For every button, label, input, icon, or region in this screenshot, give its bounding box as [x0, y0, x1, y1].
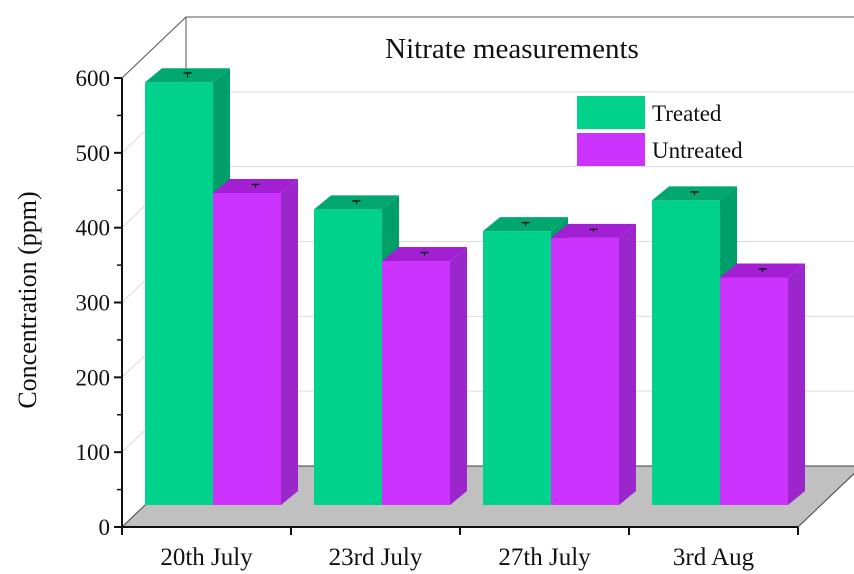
x-tick-label: 23rd July [329, 544, 423, 571]
legend-swatch-untreated [577, 133, 645, 166]
bar-side-untreated [450, 247, 467, 505]
y-tick-label: 600 [76, 66, 111, 91]
bar-treated [652, 200, 720, 505]
y-tick-label: 400 [76, 216, 111, 241]
bar-side-untreated [788, 263, 805, 505]
legend: Treated Untreated [577, 96, 743, 166]
y-tick-label: 200 [76, 365, 111, 390]
chart-bars-layer [145, 68, 805, 506]
left-wall-top-edge [121, 16, 187, 79]
y-axis-label: Concentration (ppm) [13, 191, 42, 408]
bar-side-untreated [619, 223, 636, 505]
bar-untreated [213, 192, 281, 505]
chart-title: Nitrate measurements [385, 33, 639, 65]
bar-treated [145, 82, 213, 506]
y-tick-label: 0 [99, 515, 111, 540]
chart-axis-layer: 0 100 200 300 400 500 600 20th July 23rd July 27t… [76, 66, 799, 571]
legend-label-treated: Treated [652, 101, 722, 126]
legend-label-untreated: Untreated [652, 138, 743, 163]
y-tick-label: 100 [76, 440, 111, 465]
x-tick-label: 20th July [160, 544, 253, 571]
y-tick-label: 300 [76, 291, 111, 316]
bar-untreated [720, 277, 788, 505]
bar-untreated [551, 237, 619, 505]
bar-treated [314, 209, 382, 506]
bar-untreated [382, 261, 450, 505]
bar-treated [483, 231, 551, 506]
bar-side-untreated [281, 178, 298, 505]
legend-swatch-treated [577, 96, 645, 129]
x-tick-label: 3rd Aug [673, 544, 755, 571]
y-tick-label: 500 [76, 141, 111, 166]
x-tick-label: 27th July [498, 544, 591, 571]
